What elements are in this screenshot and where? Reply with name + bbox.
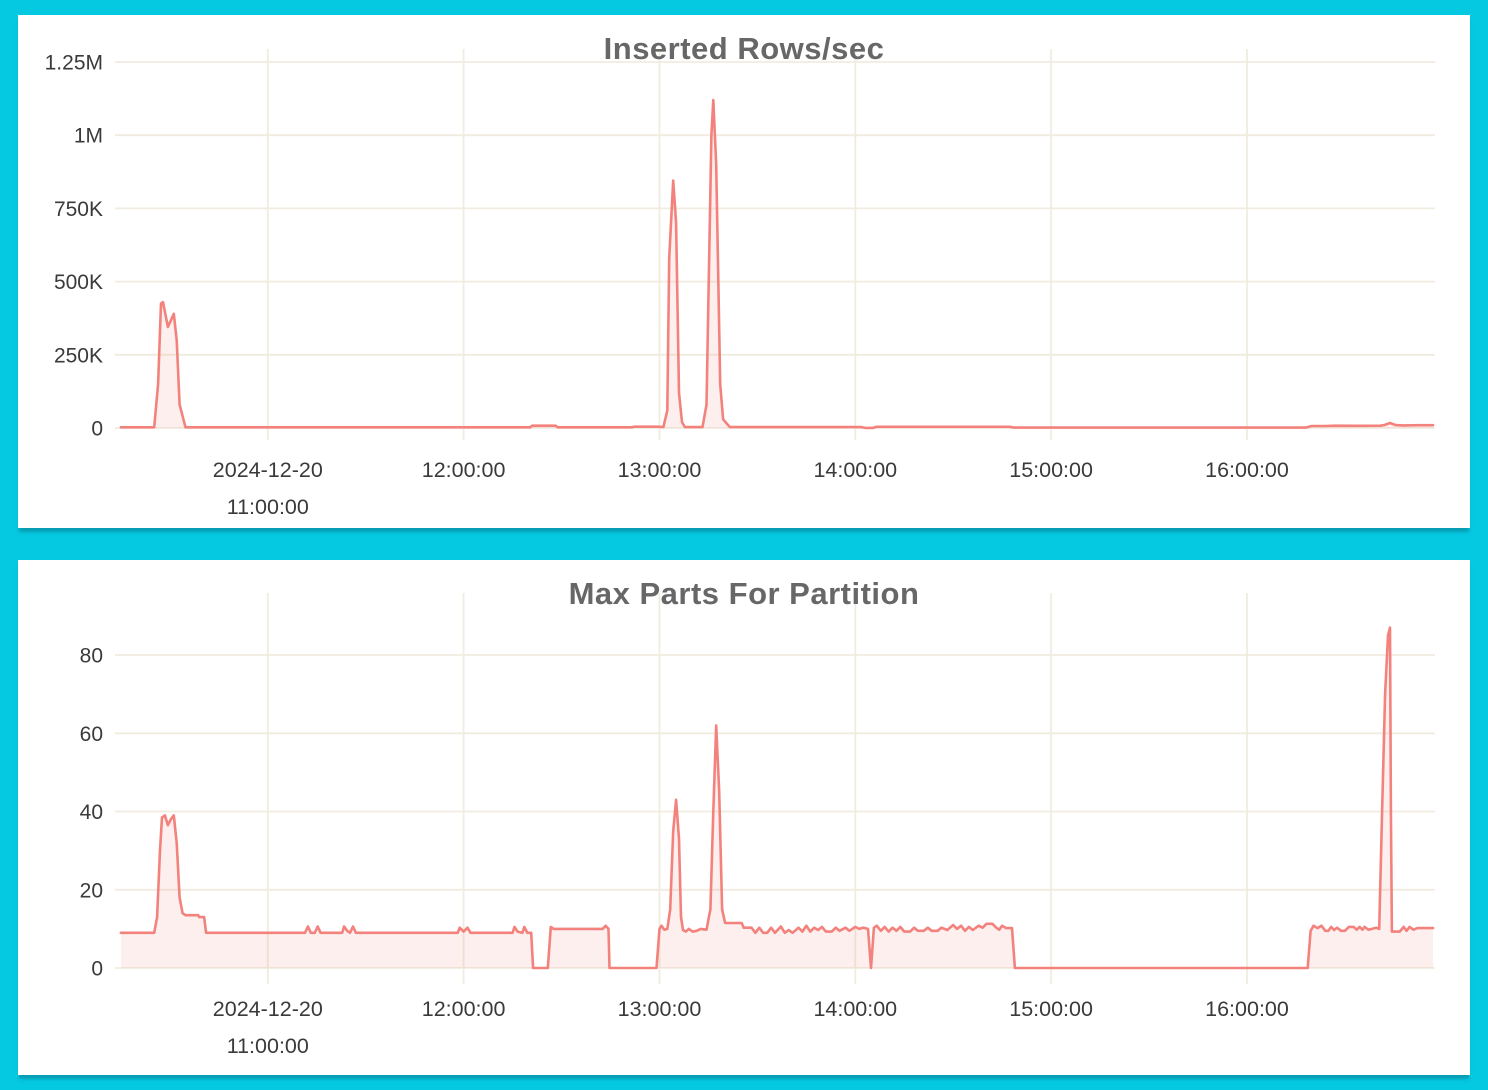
y-axis-label: 1M <box>74 125 103 148</box>
y-axis-label: 250K <box>54 344 103 367</box>
x-axis-label: 11:00:00 <box>227 1034 309 1058</box>
x-axis-label: 2024-12-20 <box>213 458 323 482</box>
x-axis-label: 12:00:00 <box>422 997 506 1021</box>
inserted-rows-chart-canvas[interactable]: 1.25M 1M 750K 500K 250K 0 2024-12-20 11:00:00 12… <box>18 15 1470 528</box>
inserted-rows-chart-title: Inserted Rows/sec <box>603 31 885 66</box>
x-axis-label: 11:00:00 <box>227 495 309 519</box>
chart-panel-inserted-rows: 1.25M 1M 750K 500K 250K 0 2024-12-20 11:00:00 12… <box>18 15 1470 528</box>
x-axis-label: 2024-12-20 <box>213 997 323 1021</box>
max-parts-chart-canvas[interactable]: 80 60 40 20 0 2024-12-20 11:00:00 12:00:00 13:00… <box>18 560 1470 1075</box>
x-axis-label: 12:00:00 <box>422 458 506 482</box>
x-axis-label: 14:00:00 <box>813 458 897 482</box>
x-axis-label: 14:00:00 <box>813 997 897 1021</box>
y-axis-label: 500K <box>54 271 103 294</box>
x-axis-label: 15:00:00 <box>1009 997 1093 1021</box>
y-axis-label: 20 <box>80 879 103 902</box>
x-axis-label: 13:00:00 <box>618 458 702 482</box>
x-axis-label: 15:00:00 <box>1009 458 1093 482</box>
y-axis-label: 750K <box>54 198 103 221</box>
y-axis-label: 0 <box>91 418 103 441</box>
x-axis-label: 16:00:00 <box>1205 458 1289 482</box>
series-line <box>119 98 1435 430</box>
y-axis-label: 60 <box>80 723 103 746</box>
y-axis-label: 1.25M <box>45 52 103 75</box>
y-axis-label: 80 <box>80 645 103 668</box>
series-line <box>119 626 1435 970</box>
y-axis-label: 40 <box>80 801 103 824</box>
chart-panel-max-parts: 80 60 40 20 0 2024-12-20 11:00:00 12:00:00 13:00… <box>18 560 1470 1075</box>
x-axis-label: 16:00:00 <box>1205 997 1289 1021</box>
series-area <box>120 100 1433 428</box>
max-parts-chart-title: Max Parts For Partition <box>568 576 920 611</box>
series-area <box>120 627 1433 968</box>
x-axis-label: 13:00:00 <box>618 997 702 1021</box>
y-axis-label: 0 <box>91 958 103 981</box>
